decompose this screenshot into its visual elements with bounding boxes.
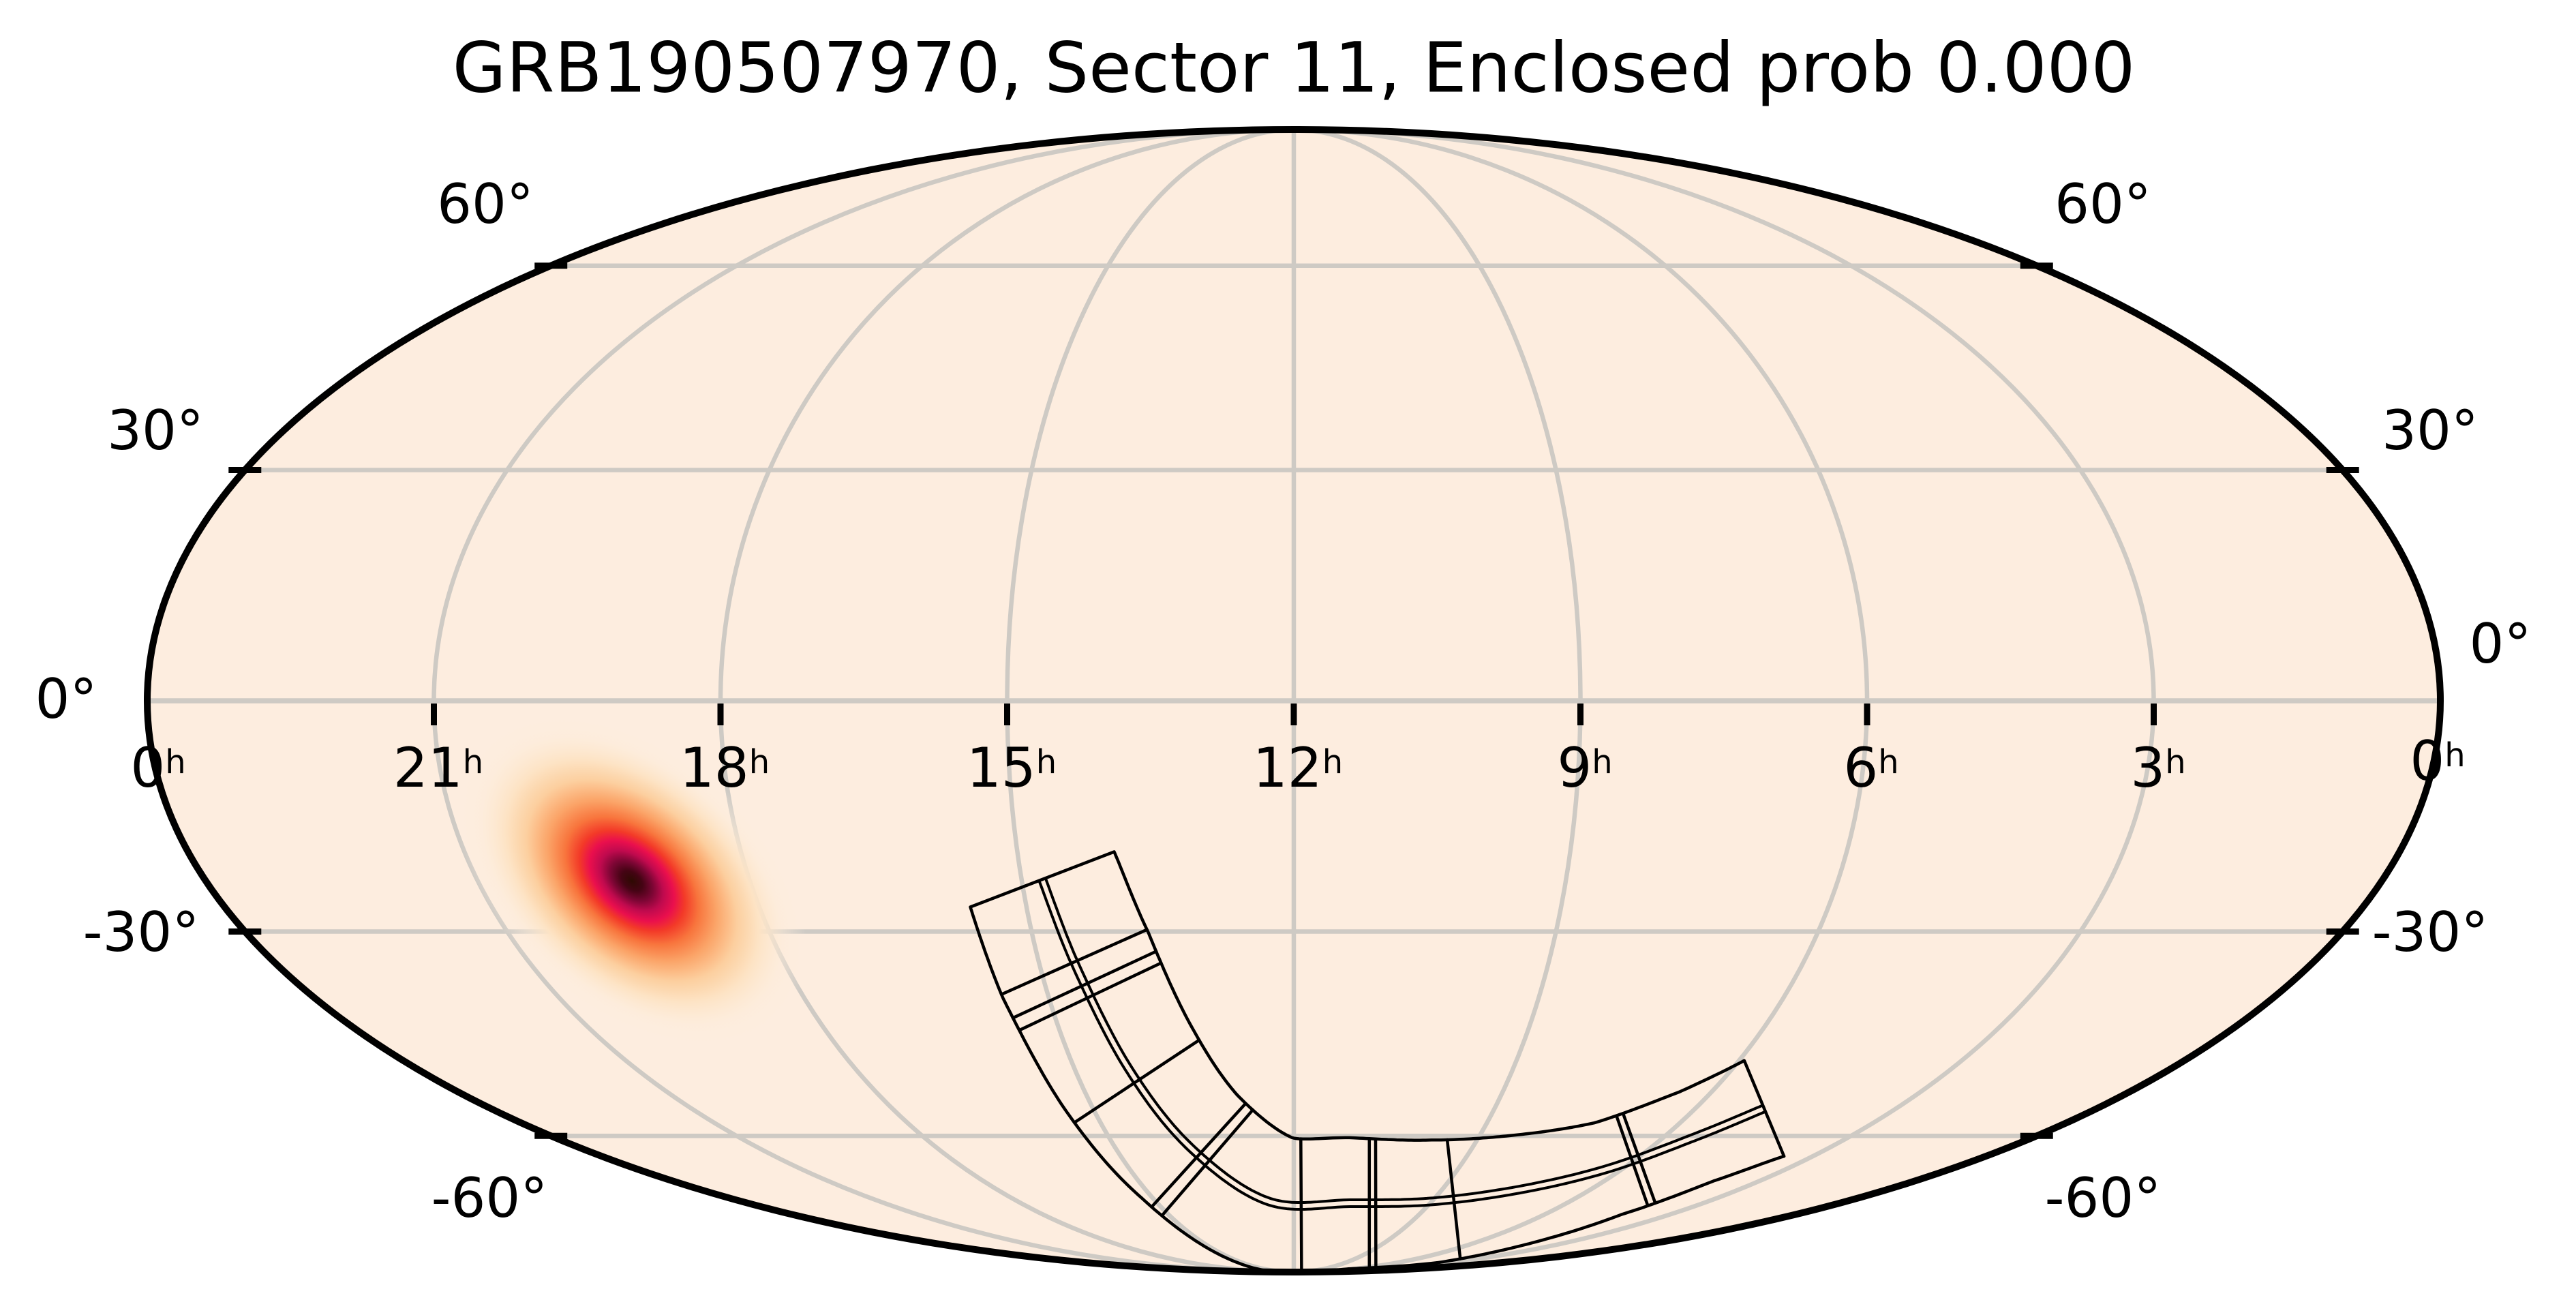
dec-label-right-m60: -60° [2044,1166,2162,1230]
footprint-rung-1 [1018,961,1163,1032]
ra-label-3h: 3h [2130,741,2185,796]
footprint-boundary [969,850,1786,1275]
tick-marks [228,262,2359,1139]
ra-label-15h: 15h [967,741,1057,796]
footprint-rung-7 [1615,1114,1650,1208]
dec-label-left-30: 30° [107,399,204,462]
ra-label-9h: 9h [1557,741,1612,796]
hour-superscript: h [1592,742,1613,781]
figure-title: GRB190507970, Sector 11, Enclosed prob 0… [452,27,2136,109]
dec-label-left-60: 60° [437,172,534,236]
hour-superscript: h [2444,736,2466,774]
hour-superscript: h [1035,742,1057,781]
ra-label-21h: 21h [393,741,483,796]
hour-superscript: h [1322,742,1344,781]
footprint-rung-3 [1160,1108,1255,1218]
footprint-rung-6 [1445,1138,1462,1260]
footprint-rung-1 [1011,950,1158,1020]
dec-label-right-60: 60° [2055,172,2151,236]
ra-label-18h: 18h [680,741,770,796]
ra-value: 0 [2410,729,2445,793]
ra-value: 6 [1843,736,1879,800]
dec-label-left-m30: -30° [82,901,200,964]
footprint-rung-7 [1621,1111,1657,1205]
ra-label-12h: 12h [1253,741,1343,796]
tess-footprint [969,850,1786,1275]
hour-superscript: h [1878,742,1899,781]
dec-label-right-m30: -30° [2372,901,2489,964]
footprint-rung-0 [999,928,1149,996]
dec-label-right-0: 0° [2469,612,2532,676]
dec-label-right-30: 30° [2382,399,2479,462]
ra-label-0h-left: 0h [130,741,185,796]
footprint-rung-3 [1150,1102,1247,1209]
hour-superscript: h [748,742,770,781]
footprint-rung-2 [1072,1038,1201,1124]
ra-label-6h: 6h [1843,741,1898,796]
ra-value: 21 [393,736,463,800]
hour-superscript: h [462,742,484,781]
hour-superscript: h [2165,742,2186,781]
hour-superscript: h [165,742,186,781]
probability-blob [456,712,808,1049]
ra-value: 15 [966,736,1036,800]
ra-value: 3 [2130,736,2166,800]
dec-label-left-0: 0° [35,667,97,731]
ra-value: 9 [1557,736,1592,800]
dec-label-left-m60: -60° [431,1166,548,1230]
ra-value: 18 [679,736,749,800]
ra-label-0h-right: 0h [2410,734,2465,789]
ra-value: 12 [1252,736,1322,800]
ra-value: 0 [130,736,166,800]
